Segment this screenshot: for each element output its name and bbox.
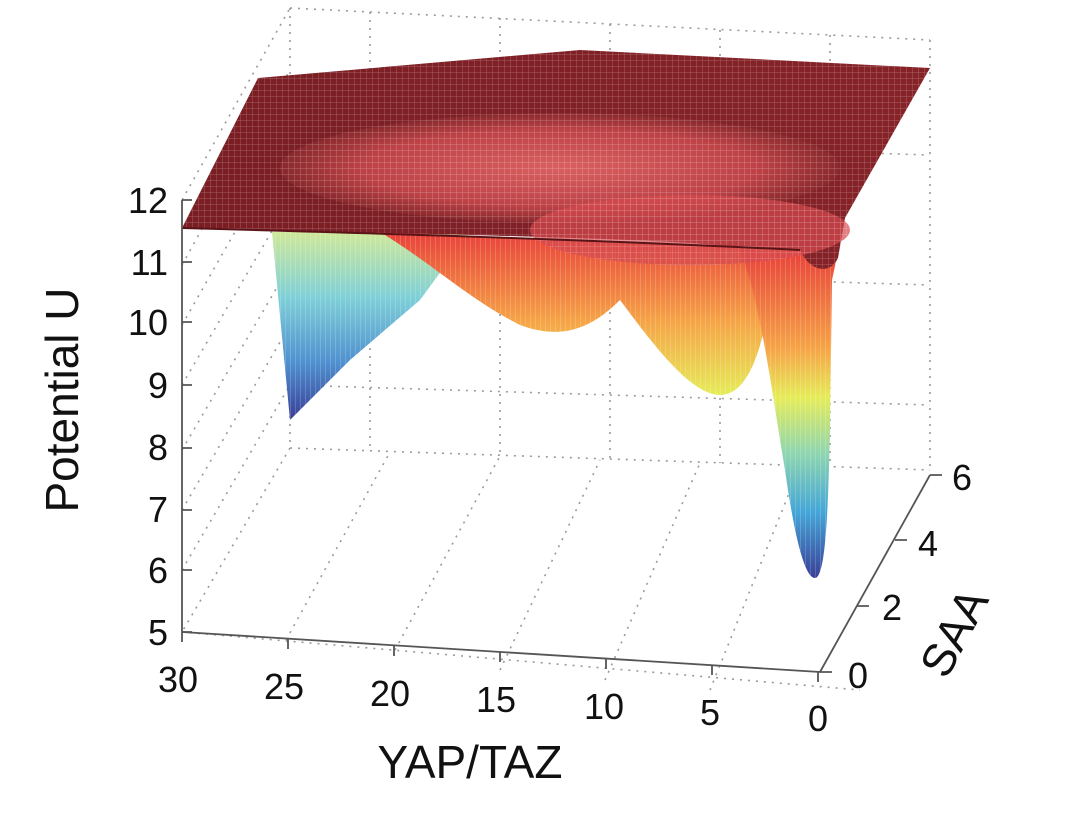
axes	[181, 199, 942, 682]
z-tick-label: 8	[148, 427, 168, 468]
z-tick-label: 7	[148, 489, 168, 530]
z-axis-label: Potential U	[36, 287, 88, 512]
z-tick-label: 9	[148, 365, 168, 406]
x-tick-label: 0	[808, 698, 828, 739]
y-tick-label: 2	[882, 587, 902, 628]
x-tick-labels: 30 25 20 15 10 5 0	[158, 659, 828, 739]
z-tick-label: 12	[128, 180, 168, 221]
x-tick-label: 20	[370, 673, 410, 714]
y-tick-label: 6	[952, 457, 972, 498]
z-tick-labels: 5 6 7 8 9 10 11 12	[128, 180, 168, 653]
z-tick-label: 6	[148, 550, 168, 591]
x-tick-label: 25	[264, 666, 304, 707]
x-tick-label: 30	[158, 659, 198, 700]
z-tick-label: 10	[128, 302, 168, 343]
x-tick-label: 5	[700, 692, 720, 733]
z-tick-label: 11	[131, 242, 168, 283]
y-tick-labels: 0 2 4 6	[848, 457, 972, 696]
z-tick-label: 5	[148, 612, 168, 653]
y-tick-label: 0	[848, 655, 868, 696]
x-tick-label: 15	[476, 679, 516, 720]
potential-surface	[181, 50, 930, 578]
y-axis-label: SAA	[909, 579, 998, 685]
x-tick-label: 10	[584, 686, 624, 727]
y-tick-label: 4	[918, 523, 938, 564]
x-axis-label: YAP/TAZ	[378, 736, 563, 788]
